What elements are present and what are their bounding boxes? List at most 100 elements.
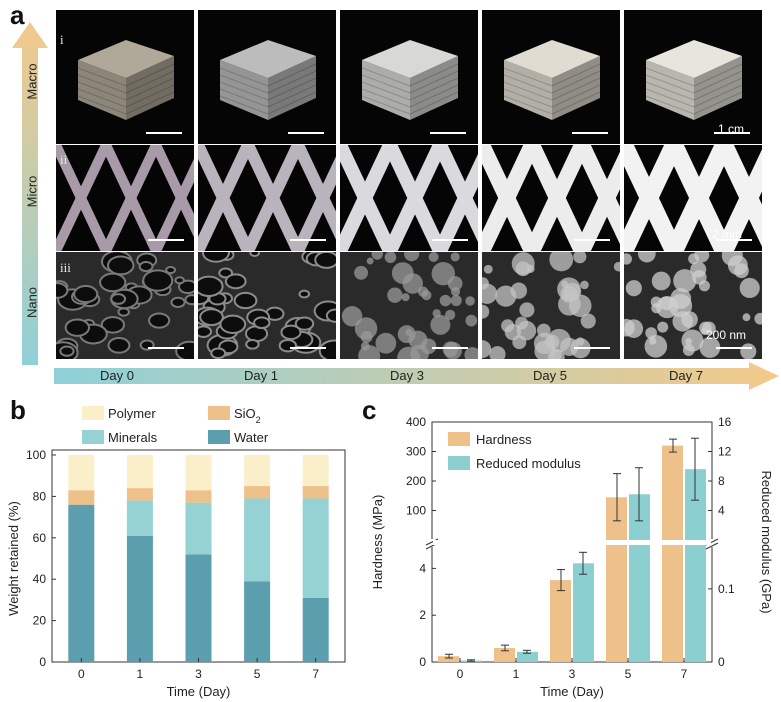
cube-ridge (503, 95, 553, 115)
sem-particle (682, 344, 695, 356)
xtick-label-b: 0 (78, 667, 85, 681)
xtick-label-c: 0 (457, 667, 464, 681)
sem-particle (576, 337, 585, 346)
scale-bar (430, 132, 466, 134)
bar-hardness-3 (550, 580, 571, 662)
sem-particle (699, 337, 721, 358)
bar-minerals-1 (126, 500, 153, 536)
photo-nano-day1 (198, 252, 336, 359)
cube-ridge (267, 70, 317, 94)
lattice-strut (266, 145, 304, 251)
bar-modulus-3 (573, 563, 594, 662)
photo-micro-day7 (624, 145, 762, 251)
lattice-strut (407, 145, 447, 251)
sem-particle (405, 328, 413, 336)
scale-bar (148, 239, 184, 241)
row-label-iii: iii (60, 260, 71, 275)
sem-particle (510, 282, 528, 299)
cube-ridge (551, 84, 601, 108)
axis-break-mark (705, 542, 719, 550)
photo-nano-day0 (56, 252, 194, 359)
scale-bar-label-macro: 1 cm (718, 122, 745, 136)
cube-top (78, 40, 174, 78)
sem-pore (107, 255, 135, 276)
sem-pore (142, 269, 174, 292)
sem-pore (138, 261, 154, 273)
photo-nano-day5 (482, 252, 620, 359)
sem-pore (184, 294, 194, 306)
sem-pore (73, 285, 99, 304)
cube-ridge (77, 88, 127, 108)
bar-modulus-7 (685, 469, 706, 662)
bar-minerals-5 (244, 498, 271, 582)
sem-particle (387, 287, 403, 303)
bar-polymer-7 (302, 455, 329, 487)
row-label-i: i (60, 32, 64, 47)
cube-ridge (645, 95, 695, 115)
cube-ridge (409, 70, 459, 94)
legend-swatch-minerals (82, 430, 104, 444)
bar-sio2-3 (185, 490, 212, 503)
sem-particle (482, 304, 490, 319)
cube-ridge (125, 63, 175, 87)
scale-bar (290, 347, 326, 349)
cube-ridge (267, 91, 317, 115)
day-label-0: Day 0 (100, 368, 134, 383)
sem-pore (201, 252, 230, 263)
cube-ridge (551, 77, 601, 101)
sem-particle (742, 313, 751, 322)
sem-particle (450, 286, 461, 297)
bar-sio2-7 (302, 486, 329, 499)
sem-pore (174, 276, 185, 285)
sem-pore (117, 307, 130, 317)
cube-left (504, 60, 552, 120)
ytick-label-b: 60 (33, 531, 47, 545)
cube-ridge (77, 74, 127, 94)
sem-pore (198, 275, 224, 297)
chart-c-hardness-modulus: 0 2 4 100 200 300 400 0 0.1 4 8 12 16 0 1 3 5 7 Time (Day)… (370, 415, 774, 699)
sem-particle (580, 280, 589, 290)
cube-ridge (693, 77, 743, 101)
cube-ridge (125, 77, 175, 101)
cube-ridge (125, 91, 175, 115)
sem-particle (573, 252, 587, 264)
sem-particle (637, 252, 656, 263)
sem-particle (536, 323, 551, 338)
chart-b-weight-retained: 0 20 40 60 80 100 0 1 3 5 7 Time (Day) Weight retain… (6, 406, 346, 699)
sem-particle (465, 314, 478, 327)
sem-pore (233, 291, 258, 310)
sem-particle (512, 335, 527, 350)
cube-ridge (551, 63, 601, 87)
bar-water-5 (244, 581, 271, 662)
scale-bar (432, 239, 468, 241)
cube-left (220, 60, 268, 120)
lattice-strut (739, 149, 762, 247)
photo-micro-day0 (56, 145, 194, 251)
sem-particle (439, 294, 452, 307)
cube-ridge (551, 70, 601, 94)
bar-hardness-5 (606, 497, 627, 662)
ytick-left-label-c: 300 (406, 445, 426, 459)
lattice-strut (548, 145, 590, 251)
sem-particle (397, 346, 421, 359)
sem-pore (245, 338, 260, 350)
sem-pore (175, 340, 194, 359)
scale-bar (572, 132, 608, 134)
day-arrow (54, 362, 779, 390)
cube-ridge (219, 67, 269, 87)
sem-pore (170, 296, 186, 308)
sem-particle (483, 264, 493, 274)
ylabel-right-c: Reduced modulus (GPa) (759, 470, 774, 613)
panel-c-letter: c (362, 395, 377, 425)
cube-ridge (267, 84, 317, 108)
sem-pore (249, 252, 261, 257)
sem-particle (511, 252, 535, 276)
legend-label-minerals: Minerals (108, 430, 158, 445)
sem-particle (657, 321, 669, 333)
photo-micro-day3 (340, 145, 478, 251)
sem-particle (516, 320, 537, 341)
lattice-strut (357, 145, 397, 251)
legend-sub: 2 (256, 415, 261, 425)
scale-bar (146, 132, 182, 134)
bar-modulus-1 (517, 651, 538, 662)
